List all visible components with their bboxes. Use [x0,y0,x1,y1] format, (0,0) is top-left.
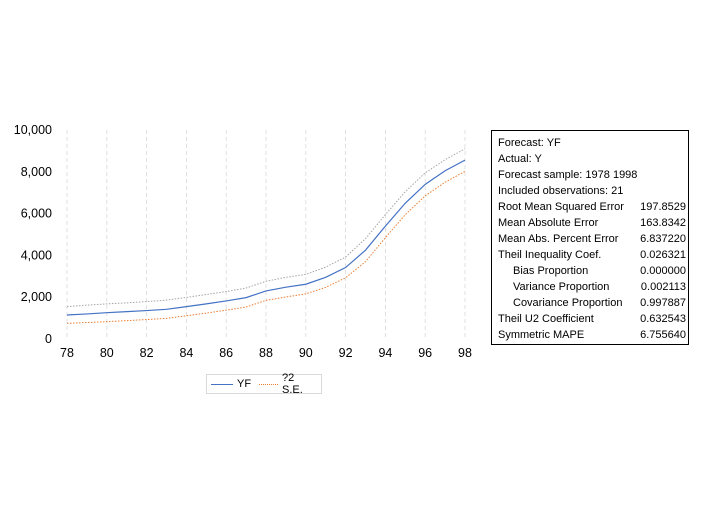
series-line-2 [66,170,466,324]
stat-forecast: Forecast: YF [498,137,561,149]
x-tick-label: 98 [458,346,472,360]
forecast-statistics-box: Forecast: YF Actual: Y Forecast sample: … [491,130,689,345]
chart-series [66,148,466,324]
stat-row: Theil Inequality Coef. 0.026321 [498,247,688,263]
x-axis: 78 80 82 84 86 88 90 92 94 96 98 [60,346,472,360]
stat-value: 6.837220 [640,233,686,245]
stat-row: Covariance Proportion 0.997887 [498,295,688,311]
series-line-0 [66,159,466,316]
chart-legend: YF ?2 S.E. [206,372,322,396]
stat-value: 163.8342 [640,217,686,229]
stat-actual: Actual: Y [498,153,542,165]
legend-item-se: ?2 S.E. [259,372,313,396]
stat-label: Mean Abs. Percent Error [498,233,619,245]
chart-grid [66,130,466,339]
stat-value: 6.755640 [640,329,686,341]
stat-label: Covariance Proportion [513,297,623,309]
stat-row: Mean Absolute Error 163.8342 [498,215,688,231]
series-line-1 [66,148,466,308]
stat-row: Variance Proportion 0.002113 [498,279,688,295]
legend-label-yf: YF [237,378,252,390]
legend-item-yf: YF [211,378,251,390]
stat-label: Theil U2 Coefficient [498,313,594,325]
stat-label: Theil Inequality Coef. [498,249,602,261]
x-tick-label: 78 [60,346,74,360]
x-tick-label: 92 [339,346,353,360]
x-tick-label: 82 [140,346,154,360]
x-tick-label: 80 [100,346,114,360]
x-tick-label: 90 [299,346,313,360]
stat-label: Bias Proportion [513,265,589,277]
y-tick-label: 0 [45,332,52,346]
x-tick-label: 88 [259,346,273,360]
stat-rows: Root Mean Squared Error 197.8529 Mean Abso… [498,199,688,343]
stat-label: Variance Proportion [513,281,610,293]
stat-value: 0.997887 [640,297,686,309]
y-tick-label: 8,000 [21,165,52,179]
stat-value: 0.000000 [640,265,686,277]
stat-row: Symmetric MAPE 6.755640 [498,327,688,343]
stat-row: Root Mean Squared Error 197.8529 [498,199,688,215]
y-axis: 0 2,000 4,000 6,000 8,000 10,000 [14,123,52,346]
stat-label: Mean Absolute Error [498,217,599,229]
legend-swatch-se [259,383,278,385]
stat-sample: Forecast sample: 1978 1998 [498,169,638,181]
stat-row: Theil U2 Coefficient 0.632543 [498,311,688,327]
y-tick-label: 4,000 [21,248,52,262]
stat-row: Bias Proportion 0.000000 [498,263,688,279]
stat-value: 0.002113 [640,281,686,293]
stat-observations: Included observations: 21 [498,185,624,197]
stat-label: Root Mean Squared Error [498,201,624,213]
stat-value: 197.8529 [640,201,686,213]
stat-row: Mean Abs. Percent Error 6.837220 [498,231,688,247]
y-tick-label: 10,000 [14,123,52,137]
stat-value: 0.026321 [640,249,686,261]
x-tick-label: 94 [378,346,392,360]
legend-swatch-yf [211,383,233,385]
stat-value: 0.632543 [640,313,686,325]
x-tick-label: 96 [418,346,432,360]
x-tick-label: 86 [219,346,233,360]
y-tick-label: 6,000 [21,207,52,221]
legend-label-se: ?2 S.E. [281,372,303,396]
stat-label: Symmetric MAPE [498,329,585,341]
x-tick-label: 84 [179,346,193,360]
y-tick-label: 2,000 [21,290,52,304]
